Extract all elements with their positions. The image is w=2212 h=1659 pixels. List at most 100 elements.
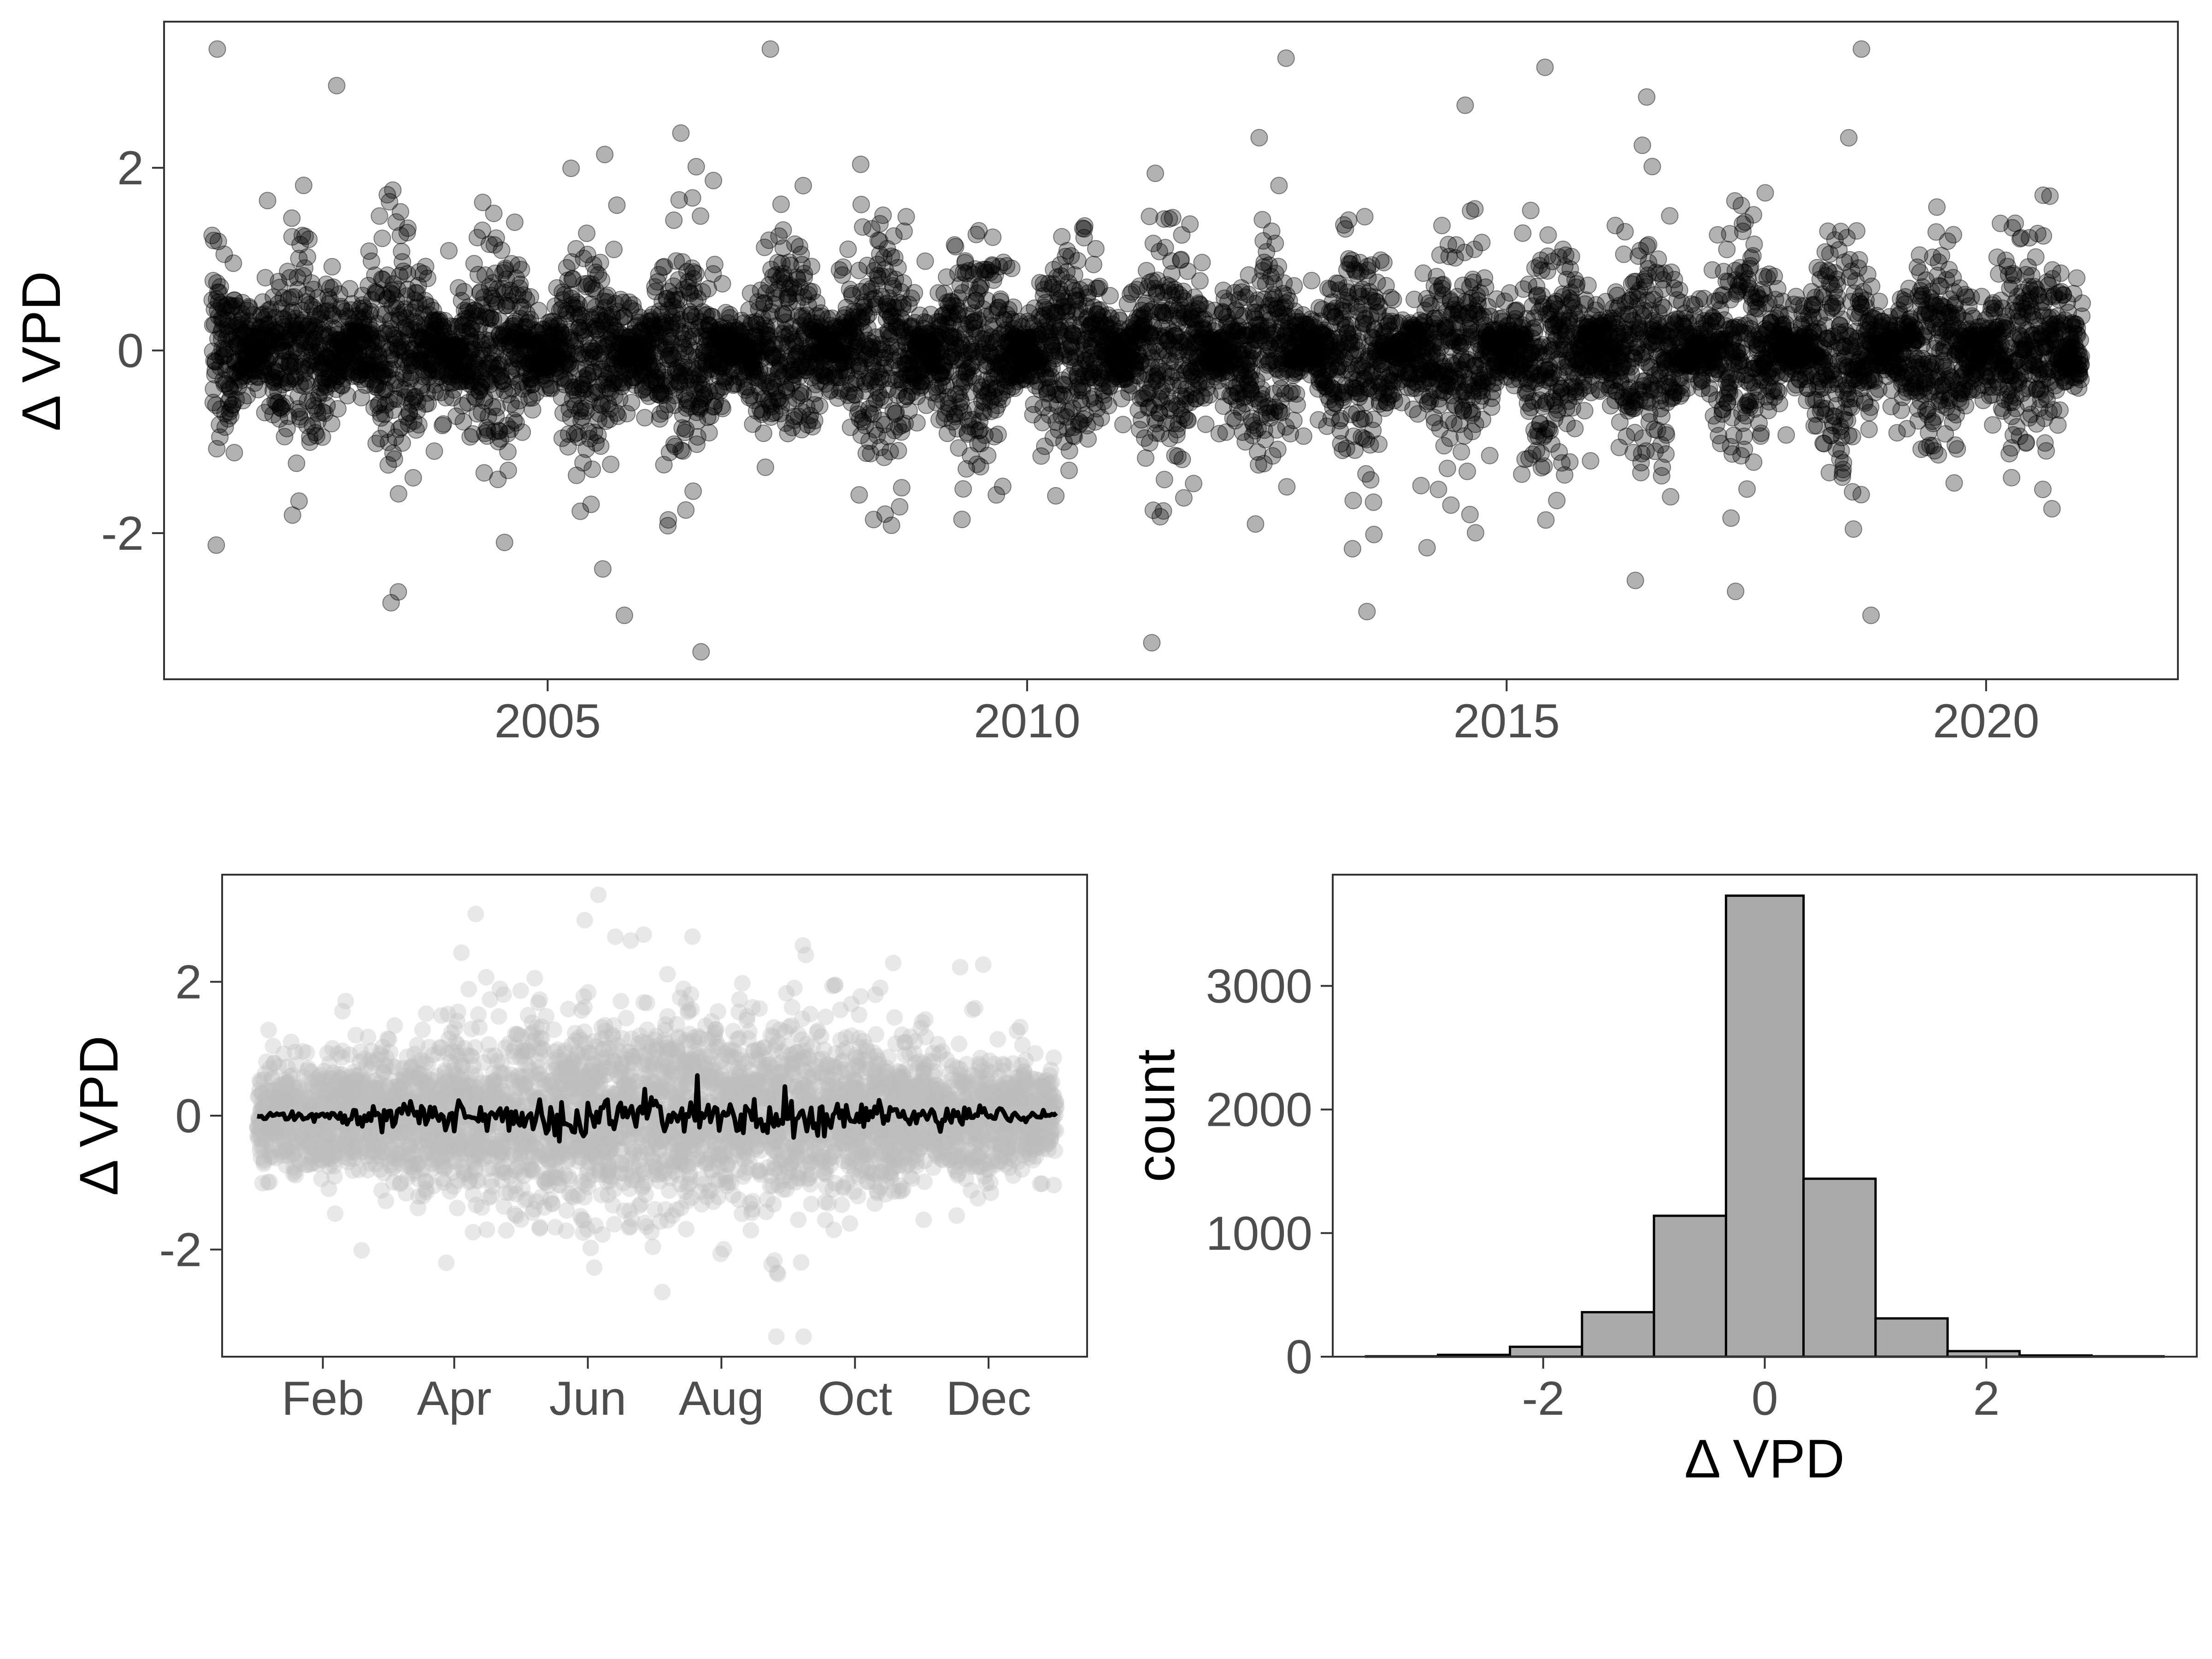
timeseries-point bbox=[636, 409, 654, 427]
timeseries-point bbox=[270, 335, 288, 352]
timeseries-point bbox=[204, 272, 222, 289]
timeseries-point bbox=[291, 376, 309, 394]
timeseries-point bbox=[229, 378, 247, 396]
timeseries-point bbox=[218, 355, 236, 373]
timeseries-point bbox=[1358, 603, 1376, 621]
timeseries-point bbox=[299, 248, 317, 266]
timeseries-point bbox=[594, 560, 612, 578]
timeseries-point bbox=[700, 424, 718, 441]
timeseries-point bbox=[229, 337, 247, 355]
timeseries-point bbox=[1514, 224, 1532, 242]
timeseries-point bbox=[1461, 506, 1479, 524]
timeseries-point bbox=[399, 219, 417, 237]
timeseries-point bbox=[282, 353, 300, 371]
timeseries-point bbox=[1181, 215, 1199, 233]
timeseries-point bbox=[232, 312, 250, 329]
timeseries-point bbox=[215, 375, 233, 393]
timeseries-point bbox=[602, 455, 620, 473]
timeseries-point bbox=[714, 400, 732, 418]
timeseries-point bbox=[212, 278, 229, 296]
timeseries-point bbox=[1079, 430, 1097, 448]
timeseries-point bbox=[1179, 412, 1197, 429]
timeseries-point bbox=[1466, 200, 1484, 218]
timeseries-point bbox=[254, 362, 272, 380]
timeseries-point bbox=[256, 269, 274, 287]
timeseries-point bbox=[268, 330, 286, 348]
timeseries-point bbox=[290, 335, 308, 353]
timeseries-point bbox=[234, 392, 252, 410]
timeseries-point bbox=[499, 461, 517, 479]
timeseries-point bbox=[233, 310, 251, 328]
timeseries-point bbox=[228, 364, 246, 381]
timeseries-point bbox=[262, 327, 280, 345]
timeseries-point bbox=[282, 357, 300, 375]
timeseries-point bbox=[211, 347, 229, 365]
timeseries-point bbox=[1412, 477, 1430, 494]
timeseries-point bbox=[276, 332, 294, 350]
timeseries-point bbox=[259, 352, 276, 370]
timeseries-point bbox=[493, 241, 511, 259]
timeseries-point bbox=[418, 270, 436, 288]
timeseries-point bbox=[236, 336, 254, 354]
timeseries-point bbox=[218, 317, 236, 335]
timeseries-point bbox=[276, 342, 294, 360]
timeseries-point bbox=[258, 320, 276, 338]
timeseries-point bbox=[274, 376, 292, 394]
timeseries-point bbox=[389, 485, 407, 503]
timeseries-point bbox=[228, 297, 246, 315]
timeseries-point bbox=[223, 297, 240, 315]
timeseries-point bbox=[235, 359, 253, 377]
timeseries-point bbox=[293, 358, 311, 376]
timeseries-point bbox=[1114, 416, 1132, 434]
timeseries-point bbox=[288, 321, 306, 339]
timeseries-point bbox=[221, 379, 239, 397]
timeseries-point bbox=[1285, 277, 1303, 295]
timeseries-point bbox=[592, 437, 610, 455]
timeseries-point bbox=[230, 319, 248, 337]
timeseries-point bbox=[287, 339, 305, 357]
timeseries-point bbox=[247, 317, 265, 335]
timeseries-point bbox=[237, 352, 255, 370]
timeseries-point bbox=[290, 492, 308, 510]
timeseries-point bbox=[233, 305, 251, 323]
timeseries-point bbox=[256, 339, 274, 357]
timeseries-point bbox=[274, 309, 292, 327]
timeseries-point bbox=[947, 238, 965, 256]
timeseries-point bbox=[269, 383, 287, 400]
timeseries-point bbox=[232, 322, 250, 340]
timeseries-point bbox=[242, 336, 260, 354]
timeseries-point bbox=[238, 301, 256, 319]
timeseries-point bbox=[244, 306, 262, 324]
timeseries-point bbox=[212, 324, 230, 341]
timeseries-point bbox=[230, 350, 248, 368]
timeseries-point bbox=[225, 291, 243, 309]
timeseries-point bbox=[292, 331, 310, 349]
timeseries-point bbox=[1087, 240, 1105, 258]
timeseries-point bbox=[273, 400, 291, 418]
timeseries-point bbox=[582, 495, 600, 513]
timeseries-point bbox=[249, 381, 267, 399]
timeseries-point bbox=[245, 344, 263, 362]
timeseries-point bbox=[290, 250, 308, 267]
timeseries-point bbox=[224, 297, 242, 315]
timeseries-point bbox=[254, 293, 272, 311]
timeseries-point bbox=[243, 349, 261, 367]
timeseries-point bbox=[1141, 207, 1159, 225]
timeseries-point bbox=[289, 281, 307, 299]
timeseries-point bbox=[252, 343, 270, 361]
timeseries-point bbox=[289, 400, 307, 418]
timeseries-point bbox=[1065, 266, 1083, 284]
timeseries-point bbox=[214, 310, 232, 328]
timeseries-point bbox=[247, 363, 265, 381]
timeseries-point bbox=[1278, 478, 1296, 496]
timeseries-point bbox=[217, 346, 234, 364]
timeseries-point bbox=[806, 412, 824, 429]
timeseries-point bbox=[271, 371, 289, 388]
timeseries-point bbox=[237, 349, 255, 367]
timeseries-point bbox=[229, 335, 247, 353]
timeseries-point bbox=[235, 332, 253, 350]
timeseries-point bbox=[280, 357, 298, 375]
timeseries-point bbox=[1047, 487, 1065, 505]
timeseries-point bbox=[239, 362, 257, 379]
timeseries-point bbox=[754, 424, 772, 442]
